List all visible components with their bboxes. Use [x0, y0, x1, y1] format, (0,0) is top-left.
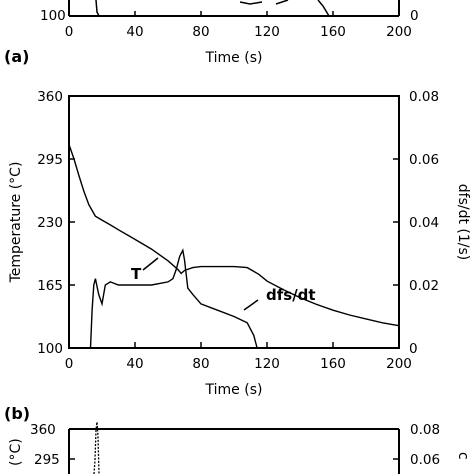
annotation-dfs-dt-leader — [243, 299, 259, 311]
panel-b-x-tick-label: 160 — [320, 356, 346, 372]
panel-a-x-axis-label: Time (s) — [205, 50, 263, 66]
panel-b-y-left-tick-label: 295 — [37, 152, 63, 168]
panel-c-y-right-tick-008: 0.08 — [410, 422, 440, 438]
panel-a-x-tick-label: 80 — [192, 24, 209, 40]
panel-b-y-left-tick-label: 100 — [37, 341, 63, 357]
panel-b-x-tick-label: 40 — [126, 356, 143, 372]
panel-b-y-right-tick-label: 0.02 — [409, 278, 439, 294]
panel-a-x-tick-label: 120 — [254, 24, 280, 40]
panel-b-x-tick-label: 0 — [65, 356, 74, 372]
panel-a-curve-fragment-2 — [239, 0, 289, 5]
panel-b-x-axis-label: Time (s) — [205, 382, 263, 398]
series-T-line — [68, 144, 400, 327]
panel-c: 360 295 0.08 0.06 (°C) c — [8, 421, 471, 474]
annotation-T-leader — [142, 257, 159, 271]
panel-b: 100 165 230 295 360 0 0.02 0.04 0.06 0.08 0 40 80 1… — [4, 89, 471, 423]
y-right-axis-label: dfs/dt (1/s) — [455, 184, 471, 261]
panel-a-x-tick-label: 200 — [386, 24, 412, 40]
panel-c-y-left-label-fragment: (°C) — [8, 438, 24, 466]
panel-a: 100 0 0 40 80 120 160 200 Time (s) (a) — [4, 0, 419, 66]
panel-b-frame — [68, 95, 400, 349]
panel-b-y-right-tick-label: 0 — [409, 341, 418, 357]
panel-c-y-right-label-fragment: c — [455, 452, 471, 460]
panel-b-y-left-ticks: 100 165 230 295 360 — [37, 89, 75, 357]
annotation-T: T — [131, 265, 142, 283]
panel-b-y-right-ticks: 0 0.02 0.04 0.06 0.08 — [393, 89, 439, 357]
panel-b-y-left-tick-label: 360 — [37, 89, 63, 105]
panel-b-y-right-tick-label: 0.04 — [409, 215, 439, 231]
panel-b-label: (b) — [4, 404, 30, 423]
panel-c-y-left-tick-360: 360 — [30, 422, 56, 438]
panel-a-curve-fragment-3 — [317, 0, 330, 17]
panel-b-y-left-tick-label: 165 — [37, 278, 63, 294]
panel-a-x-ticks: 0 40 80 120 160 200 — [65, 11, 412, 40]
panel-b-x-tick-label: 120 — [254, 356, 280, 372]
panel-b-x-ticks: 0 40 80 120 160 200 — [65, 342, 412, 372]
panel-c-spike — [93, 421, 100, 474]
panel-a-x-tick-label: 40 — [126, 24, 143, 40]
panel-a-curve-fragment — [95, 0, 100, 17]
series-dfs-dt-line — [89, 248, 258, 349]
panel-c-y-right-tick-006: 0.06 — [410, 452, 440, 468]
panel-b-x-tick-label: 200 — [386, 356, 412, 372]
panel-b-y-right-tick-label: 0.08 — [409, 89, 439, 105]
panel-b-x-tick-label: 80 — [192, 356, 209, 372]
panel-b-y-right-tick-label: 0.06 — [409, 152, 439, 168]
panel-a-label: (a) — [4, 47, 29, 66]
y-left-axis-label: Temperature (°C) — [8, 162, 24, 284]
panel-b-y-left-tick-label: 230 — [37, 215, 63, 231]
panel-a-x-tick-label: 160 — [320, 24, 346, 40]
panel-a-y-left-tick: 100 — [40, 8, 66, 24]
panel-a-y-right-tick: 0 — [410, 8, 419, 24]
annotation-dfs-dt: dfs/dt — [266, 286, 316, 304]
panel-a-x-tick-label: 0 — [65, 24, 74, 40]
panel-c-y-left-tick-295: 295 — [34, 452, 60, 468]
